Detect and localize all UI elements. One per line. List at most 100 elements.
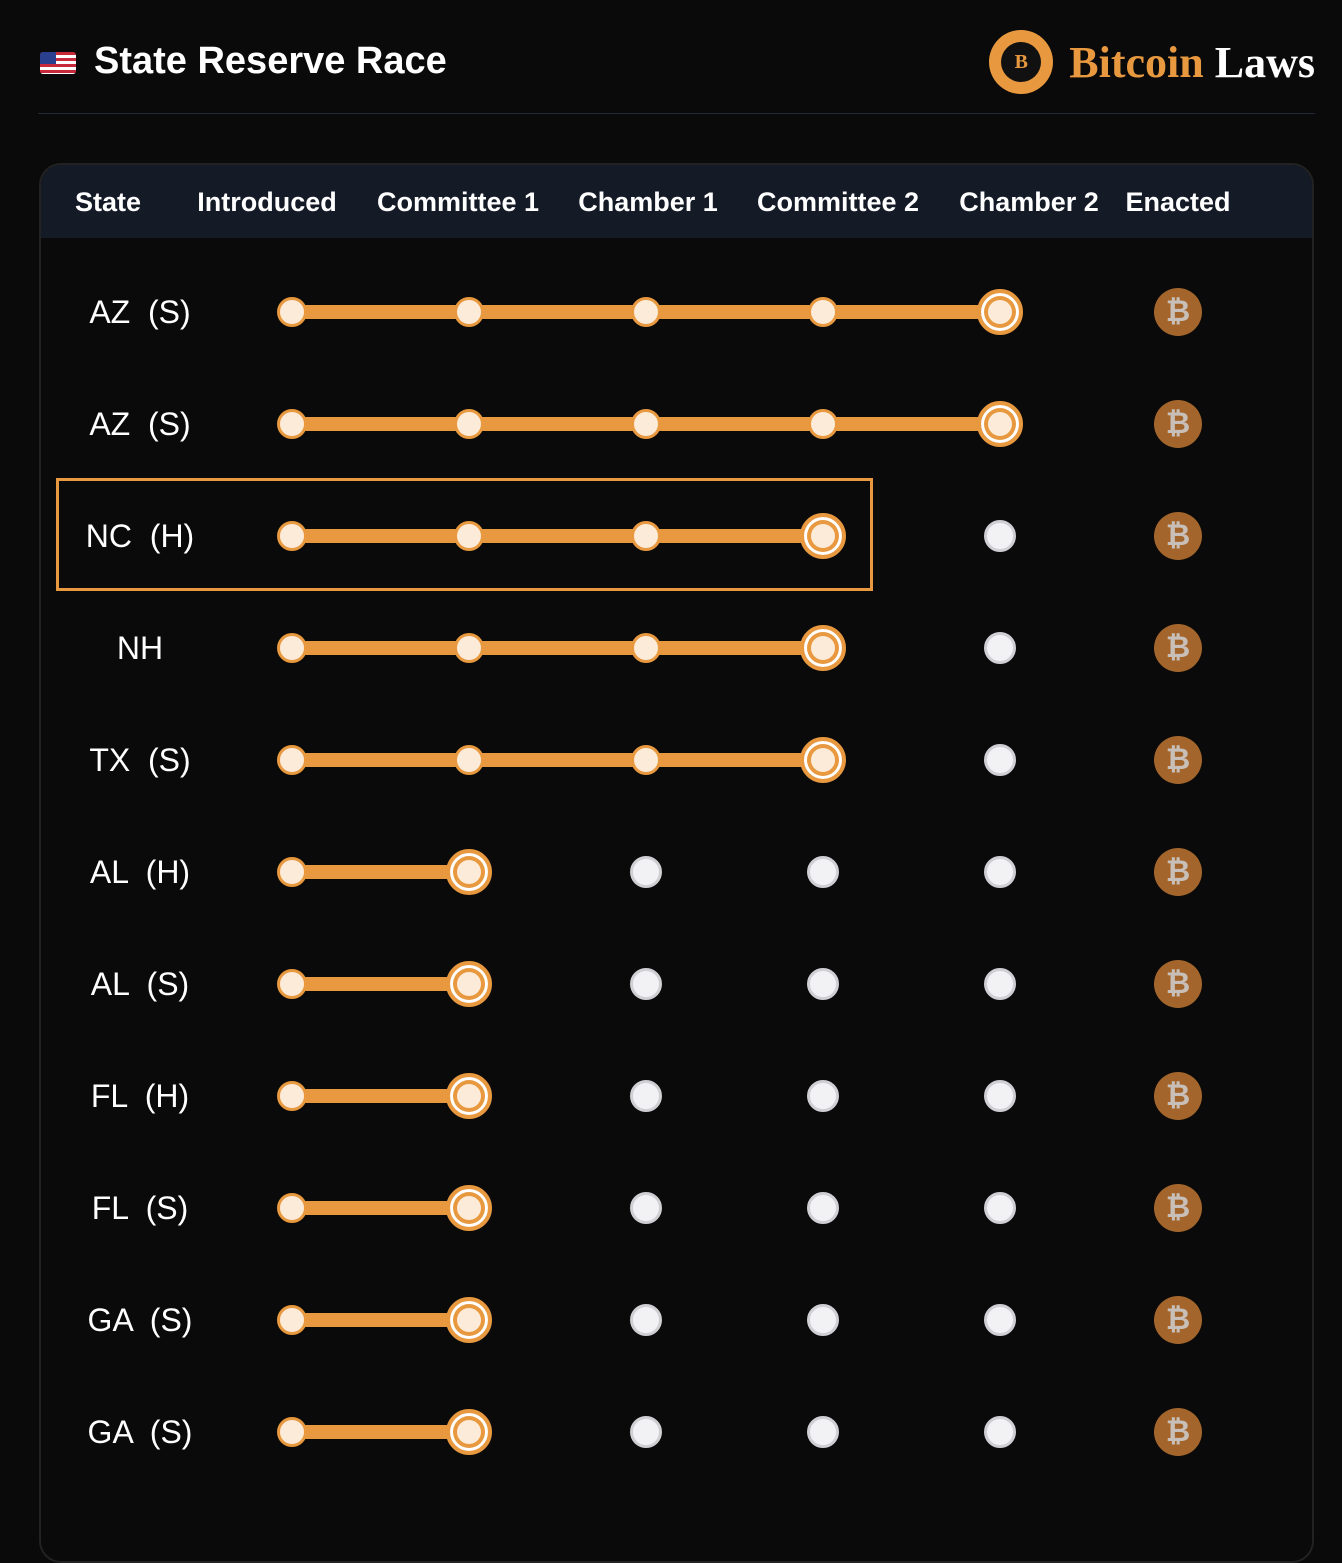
pending-stage-dot[interactable] bbox=[984, 520, 1016, 552]
column-header-enacted: Enacted bbox=[1125, 187, 1231, 217]
current-stage-dot[interactable] bbox=[800, 625, 846, 671]
table-row[interactable]: NC (H) ₿ bbox=[41, 480, 1312, 592]
bitcoin-enacted-icon: ₿ bbox=[1154, 1408, 1202, 1456]
pending-stage-dot[interactable] bbox=[630, 1304, 662, 1336]
progress-line bbox=[292, 865, 469, 879]
progress-line bbox=[292, 1425, 469, 1439]
pending-stage-dot[interactable] bbox=[807, 856, 839, 888]
bitcoin-enacted-icon: ₿ bbox=[1154, 512, 1202, 560]
pending-stage-dot[interactable] bbox=[630, 1080, 662, 1112]
table-row[interactable]: AZ (S) ₿ bbox=[41, 256, 1312, 368]
us-flag-icon bbox=[40, 52, 76, 74]
state-label: FL (S) bbox=[91, 1190, 189, 1226]
column-header-introduced: Introduced bbox=[197, 187, 337, 217]
completed-stage-dot[interactable] bbox=[277, 521, 307, 551]
pending-stage-dot[interactable] bbox=[984, 1416, 1016, 1448]
pending-stage-dot[interactable] bbox=[984, 968, 1016, 1000]
pending-stage-dot[interactable] bbox=[630, 856, 662, 888]
table-row[interactable]: FL (H) ₿ bbox=[41, 1040, 1312, 1152]
completed-stage-dot[interactable] bbox=[277, 1305, 307, 1335]
current-stage-dot[interactable] bbox=[977, 289, 1023, 335]
bitcoin-enacted-icon: ₿ bbox=[1154, 736, 1202, 784]
state-label: AL (S) bbox=[90, 966, 190, 1002]
progress-line bbox=[292, 1089, 469, 1103]
pending-stage-dot[interactable] bbox=[807, 1416, 839, 1448]
pending-stage-dot[interactable] bbox=[807, 968, 839, 1000]
current-stage-dot[interactable] bbox=[446, 1073, 492, 1119]
pending-stage-dot[interactable] bbox=[807, 1192, 839, 1224]
completed-stage-dot[interactable] bbox=[631, 297, 661, 327]
brand-name: Bitcoin Laws bbox=[1069, 37, 1315, 88]
race-table: State Introduced Committee 1 Chamber 1 Commi… bbox=[39, 163, 1314, 1563]
current-stage-dot[interactable] bbox=[446, 1297, 492, 1343]
progress-line bbox=[292, 1201, 469, 1215]
table-row[interactable]: AL (S) ₿ bbox=[41, 928, 1312, 1040]
current-stage-dot[interactable] bbox=[977, 401, 1023, 447]
completed-stage-dot[interactable] bbox=[277, 297, 307, 327]
state-label: NH bbox=[116, 630, 164, 666]
pending-stage-dot[interactable] bbox=[984, 632, 1016, 664]
bitcoin-enacted-icon: ₿ bbox=[1154, 1184, 1202, 1232]
table-row[interactable]: AZ (S) ₿ bbox=[41, 368, 1312, 480]
current-stage-dot[interactable] bbox=[446, 1409, 492, 1455]
pending-stage-dot[interactable] bbox=[630, 1192, 662, 1224]
brand-part2: Laws bbox=[1214, 37, 1315, 87]
state-label: FL (H) bbox=[90, 1078, 190, 1114]
pending-stage-dot[interactable] bbox=[630, 1416, 662, 1448]
pending-stage-dot[interactable] bbox=[984, 1080, 1016, 1112]
completed-stage-dot[interactable] bbox=[277, 1081, 307, 1111]
completed-stage-dot[interactable] bbox=[808, 409, 838, 439]
pending-stage-dot[interactable] bbox=[807, 1080, 839, 1112]
completed-stage-dot[interactable] bbox=[454, 521, 484, 551]
table-row[interactable]: FL (S) ₿ bbox=[41, 1152, 1312, 1264]
completed-stage-dot[interactable] bbox=[277, 409, 307, 439]
column-header-committee-1: Committee 1 bbox=[376, 187, 540, 217]
progress-line bbox=[292, 753, 823, 767]
current-stage-dot[interactable] bbox=[446, 1185, 492, 1231]
completed-stage-dot[interactable] bbox=[631, 745, 661, 775]
state-label: AZ (S) bbox=[89, 406, 191, 442]
progress-line bbox=[292, 977, 469, 991]
completed-stage-dot[interactable] bbox=[631, 521, 661, 551]
eagle-seal-icon: B bbox=[989, 30, 1054, 94]
completed-stage-dot[interactable] bbox=[454, 409, 484, 439]
seal-letter: B bbox=[1001, 42, 1042, 82]
completed-stage-dot[interactable] bbox=[277, 1417, 307, 1447]
pending-stage-dot[interactable] bbox=[630, 968, 662, 1000]
current-stage-dot[interactable] bbox=[800, 737, 846, 783]
page-title: State Reserve Race bbox=[94, 40, 447, 82]
completed-stage-dot[interactable] bbox=[454, 633, 484, 663]
pending-stage-dot[interactable] bbox=[984, 744, 1016, 776]
bitcoin-enacted-icon: ₿ bbox=[1154, 288, 1202, 336]
table-row[interactable]: GA (S) ₿ bbox=[41, 1376, 1312, 1488]
completed-stage-dot[interactable] bbox=[631, 633, 661, 663]
completed-stage-dot[interactable] bbox=[454, 745, 484, 775]
completed-stage-dot[interactable] bbox=[631, 409, 661, 439]
pending-stage-dot[interactable] bbox=[984, 1192, 1016, 1224]
column-header-chamber-2: Chamber 2 bbox=[959, 187, 1099, 217]
bitcoin-enacted-icon: ₿ bbox=[1154, 1072, 1202, 1120]
table-row[interactable]: NH ₿ bbox=[41, 592, 1312, 704]
state-label: GA (S) bbox=[87, 1302, 193, 1338]
completed-stage-dot[interactable] bbox=[454, 297, 484, 327]
table-row[interactable]: AL (H) ₿ bbox=[41, 816, 1312, 928]
table-row[interactable]: TX (S) ₿ bbox=[41, 704, 1312, 816]
current-stage-dot[interactable] bbox=[800, 513, 846, 559]
completed-stage-dot[interactable] bbox=[277, 745, 307, 775]
current-stage-dot[interactable] bbox=[446, 961, 492, 1007]
completed-stage-dot[interactable] bbox=[808, 297, 838, 327]
current-stage-dot[interactable] bbox=[446, 849, 492, 895]
state-label: AL (H) bbox=[89, 854, 191, 890]
bitcoin-enacted-icon: ₿ bbox=[1154, 400, 1202, 448]
pending-stage-dot[interactable] bbox=[807, 1304, 839, 1336]
column-header-state: State bbox=[74, 187, 142, 217]
highlight-box bbox=[56, 478, 873, 591]
bitcoin-laws-logo[interactable]: B Bitcoin Laws bbox=[989, 30, 1315, 94]
table-row[interactable]: GA (S) ₿ bbox=[41, 1264, 1312, 1376]
pending-stage-dot[interactable] bbox=[984, 856, 1016, 888]
completed-stage-dot[interactable] bbox=[277, 857, 307, 887]
completed-stage-dot[interactable] bbox=[277, 1193, 307, 1223]
completed-stage-dot[interactable] bbox=[277, 633, 307, 663]
completed-stage-dot[interactable] bbox=[277, 969, 307, 999]
pending-stage-dot[interactable] bbox=[984, 1304, 1016, 1336]
